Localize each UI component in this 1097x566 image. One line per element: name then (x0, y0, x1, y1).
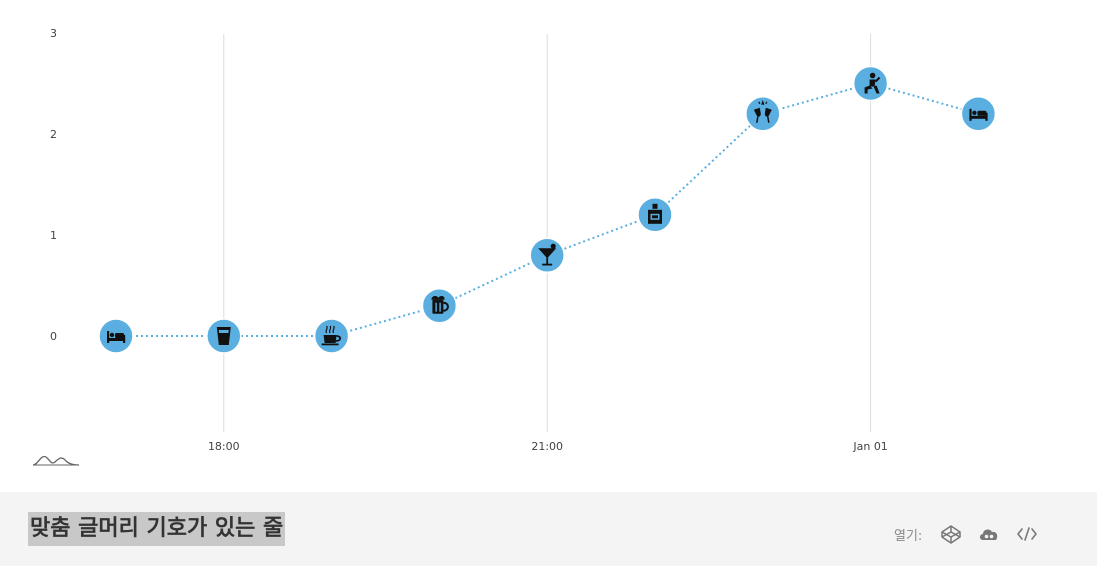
data-point-2100[interactable] (529, 237, 565, 273)
coffee-cup-icon (321, 325, 342, 346)
whiskey-bottle-icon (648, 203, 662, 224)
data-point-0100[interactable] (960, 96, 997, 132)
champagne-glasses-icon (753, 99, 772, 123)
x-tick-label: 21:00 (531, 440, 563, 453)
codepen-icon[interactable] (940, 524, 962, 544)
x-tick-label: Jan 01 (852, 440, 887, 453)
chart-area: 18:00 21:00 Jan 01 0 1 2 3 (32, 27, 997, 466)
y-tick-label: 3 (50, 27, 57, 40)
data-point-1900[interactable] (313, 318, 350, 354)
open-label: 열기: (894, 529, 923, 544)
y-tick-label: 2 (50, 128, 57, 141)
data-point-1700[interactable] (98, 318, 134, 354)
person-kneeling-icon (864, 72, 881, 94)
data-point-0000[interactable] (852, 65, 889, 102)
bed-icon (969, 108, 988, 121)
data-point-1800[interactable] (206, 318, 242, 354)
data-point-2200[interactable] (637, 197, 673, 233)
bed-icon (107, 331, 126, 343)
cocktail-glass-icon (538, 243, 557, 266)
data-point-2000[interactable] (421, 287, 458, 324)
line-chart: 18:00 21:00 Jan 01 0 1 2 3 (32, 27, 997, 466)
x-tick-label: 18:00 (208, 440, 240, 453)
footer-bar: 맞춤 글머리 기호가 있는 줄 열기: (0, 492, 1097, 566)
data-point-2300[interactable] (745, 96, 781, 132)
y-tick-label: 1 (50, 229, 57, 242)
glass-of-water-icon (216, 327, 231, 345)
chart-title: 맞춤 글머리 기호가 있는 줄 (28, 512, 286, 546)
code-icon[interactable] (1016, 524, 1038, 544)
y-tick-label: 0 (50, 330, 57, 343)
beer-mug-icon (431, 295, 449, 314)
cloud-icon[interactable] (978, 524, 1000, 544)
chart-logo-icon[interactable] (32, 455, 80, 466)
